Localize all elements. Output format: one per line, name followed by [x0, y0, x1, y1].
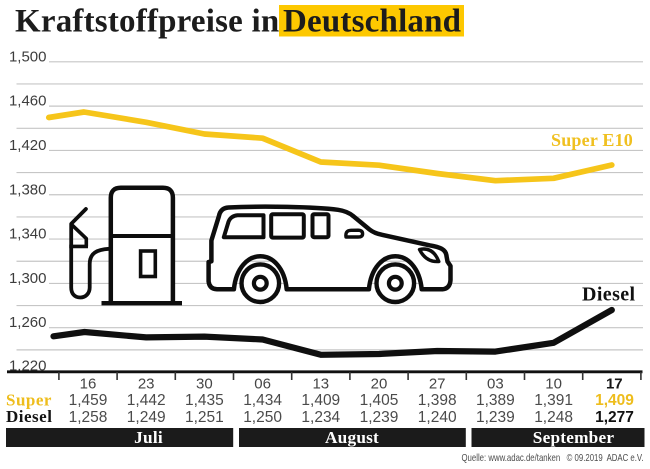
svg-text:1,300: 1,300	[9, 270, 47, 287]
svg-text:1,389: 1,389	[476, 392, 515, 409]
svg-text:27: 27	[429, 375, 446, 392]
svg-text:06: 06	[254, 375, 271, 392]
svg-text:1,405: 1,405	[360, 392, 399, 409]
svg-text:1,435: 1,435	[185, 392, 224, 409]
svg-text:1,250: 1,250	[243, 409, 282, 426]
svg-text:Quelle: www.adac.de/tanken ©: Quelle: www.adac.de/tanken © 09.2019 ADA…	[462, 453, 644, 464]
svg-text:1,234: 1,234	[301, 409, 340, 426]
svg-text:1,258: 1,258	[69, 409, 108, 426]
svg-text:1,500: 1,500	[9, 48, 47, 65]
svg-text:1,220: 1,220	[9, 357, 47, 374]
svg-text:23: 23	[138, 375, 155, 392]
svg-text:1,248: 1,248	[534, 409, 573, 426]
svg-text:1,459: 1,459	[69, 392, 108, 409]
svg-text:Super: Super	[6, 391, 52, 410]
svg-text:Kraftstoffpreise in: Kraftstoffpreise in	[15, 4, 279, 40]
svg-text:September: September	[533, 428, 615, 447]
svg-text:Juli: Juli	[134, 428, 163, 447]
svg-text:1,249: 1,249	[127, 409, 166, 426]
svg-text:1,398: 1,398	[418, 392, 457, 409]
svg-text:1,409: 1,409	[301, 392, 340, 409]
svg-text:1,277: 1,277	[595, 409, 634, 426]
svg-text:1,260: 1,260	[9, 314, 47, 331]
svg-text:16: 16	[80, 375, 97, 392]
svg-text:1,420: 1,420	[9, 137, 47, 154]
svg-text:Deutschland: Deutschland	[283, 4, 461, 40]
svg-text:1,380: 1,380	[9, 181, 47, 198]
svg-text:1,239: 1,239	[360, 409, 399, 426]
svg-text:Super E10: Super E10	[551, 130, 633, 150]
svg-text:August: August	[325, 428, 379, 447]
svg-text:1,460: 1,460	[9, 93, 47, 110]
svg-text:10: 10	[545, 375, 562, 392]
svg-text:1,409: 1,409	[595, 392, 634, 409]
svg-text:1,240: 1,240	[418, 409, 457, 426]
svg-text:Diesel: Diesel	[582, 284, 636, 306]
svg-text:1,434: 1,434	[243, 392, 282, 409]
svg-text:30: 30	[196, 375, 213, 392]
svg-text:03: 03	[487, 375, 504, 392]
svg-text:13: 13	[312, 375, 329, 392]
svg-text:17: 17	[606, 375, 623, 392]
svg-text:1,340: 1,340	[9, 226, 47, 243]
svg-text:1,239: 1,239	[476, 409, 515, 426]
svg-text:1,391: 1,391	[534, 392, 573, 409]
svg-text:1,251: 1,251	[185, 409, 224, 426]
svg-text:20: 20	[371, 375, 388, 392]
svg-text:1,442: 1,442	[127, 392, 166, 409]
svg-text:Diesel: Diesel	[6, 407, 52, 426]
